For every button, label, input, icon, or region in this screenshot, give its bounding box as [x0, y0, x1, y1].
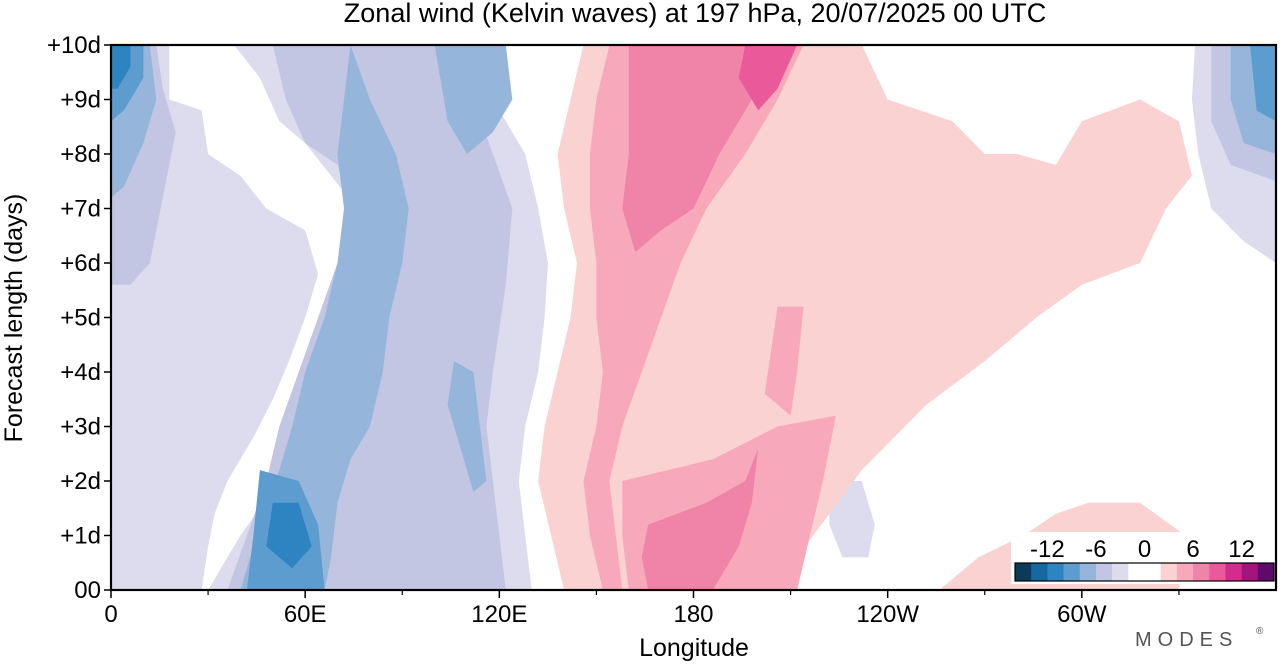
westerly-contour-4 — [764, 306, 804, 416]
colorbar-tick-label: -12 — [1030, 536, 1065, 563]
easterly-contour--6 — [240, 45, 409, 590]
colorbar-swatch — [1128, 563, 1145, 581]
easterly-contour--2 — [829, 481, 875, 558]
colorbar-tick-label: 0 — [1138, 536, 1151, 563]
x-tick-label: 120E — [471, 601, 527, 628]
easterly-contour--10 — [266, 502, 312, 569]
colorbar-tick-label: -6 — [1085, 536, 1106, 563]
colorbar-swatch — [1209, 563, 1226, 581]
colorbar-swatch — [1079, 563, 1097, 581]
easterly-contour--8 — [1250, 45, 1276, 122]
westerly-contour-8 — [738, 45, 798, 111]
westerly-contour-6 — [622, 45, 772, 253]
y-tick-label: +8d — [60, 141, 101, 168]
y-tick-label: +3d — [60, 414, 101, 441]
colorbar-swatch — [1176, 563, 1194, 581]
easterly-contour--6 — [434, 45, 513, 154]
colorbar-swatch — [1112, 563, 1129, 581]
easterly-contour--10 — [111, 45, 131, 89]
y-tick-label: +5d — [60, 305, 101, 332]
x-tick-label: 60E — [284, 601, 327, 628]
x-tick-label: 0 — [104, 601, 117, 628]
x-axis: 0 60E 120E 180 120W 60W — [104, 590, 1180, 628]
colorbar: -12 -6 0 6 12 — [1011, 532, 1278, 584]
x-tick-label: 60W — [1057, 601, 1107, 628]
y-tick-label: +9d — [60, 87, 101, 114]
y-tick-label: +10d — [47, 32, 101, 59]
colorbar-swatch — [1257, 563, 1275, 581]
modes-logo: MODES ® — [1135, 626, 1264, 651]
colorbar-swatch — [1031, 563, 1048, 581]
colorbar-swatch — [1015, 563, 1032, 581]
y-tick-label: 00 — [74, 577, 101, 604]
x-axis-title: Longitude — [639, 634, 749, 662]
modes-logo-text: MODES — [1135, 629, 1238, 651]
contour-fill-layer — [111, 45, 1276, 590]
y-tick-label: +4d — [60, 359, 101, 386]
colorbar-swatch — [1047, 563, 1064, 581]
y-tick-label: +7d — [60, 196, 101, 223]
colorbar-tick-label: 12 — [1228, 536, 1255, 563]
colorbar-swatch — [1225, 563, 1242, 581]
registered-mark: ® — [1256, 626, 1264, 637]
chart-title: Zonal wind (Kelvin waves) at 197 hPa, 20… — [344, 0, 1046, 28]
y-tick-label: +6d — [60, 250, 101, 277]
westerly-contour-6 — [641, 448, 759, 590]
y-axis: 00 +1d +2d +3d +4d +5d +6d +7d +8d +9d +10d — [47, 32, 111, 604]
colorbar-swatch — [1063, 563, 1081, 581]
y-axis-title: Forecast length (days) — [0, 194, 28, 443]
colorbar-swatch — [1193, 563, 1210, 581]
y-tick-label: +1d — [60, 523, 101, 550]
x-tick-label: 120W — [856, 601, 919, 628]
colorbar-swatch — [1241, 563, 1259, 581]
colorbar-tick-label: 6 — [1186, 536, 1199, 563]
colorbar-swatch — [1095, 563, 1113, 581]
colorbar-frame — [1014, 562, 1275, 582]
y-tick-label: +2d — [60, 468, 101, 495]
colorbar-swatch — [1144, 563, 1161, 581]
easterly-contour--6 — [447, 361, 487, 492]
colorbar-swatch — [1160, 563, 1178, 581]
x-tick-label: 180 — [673, 601, 713, 628]
